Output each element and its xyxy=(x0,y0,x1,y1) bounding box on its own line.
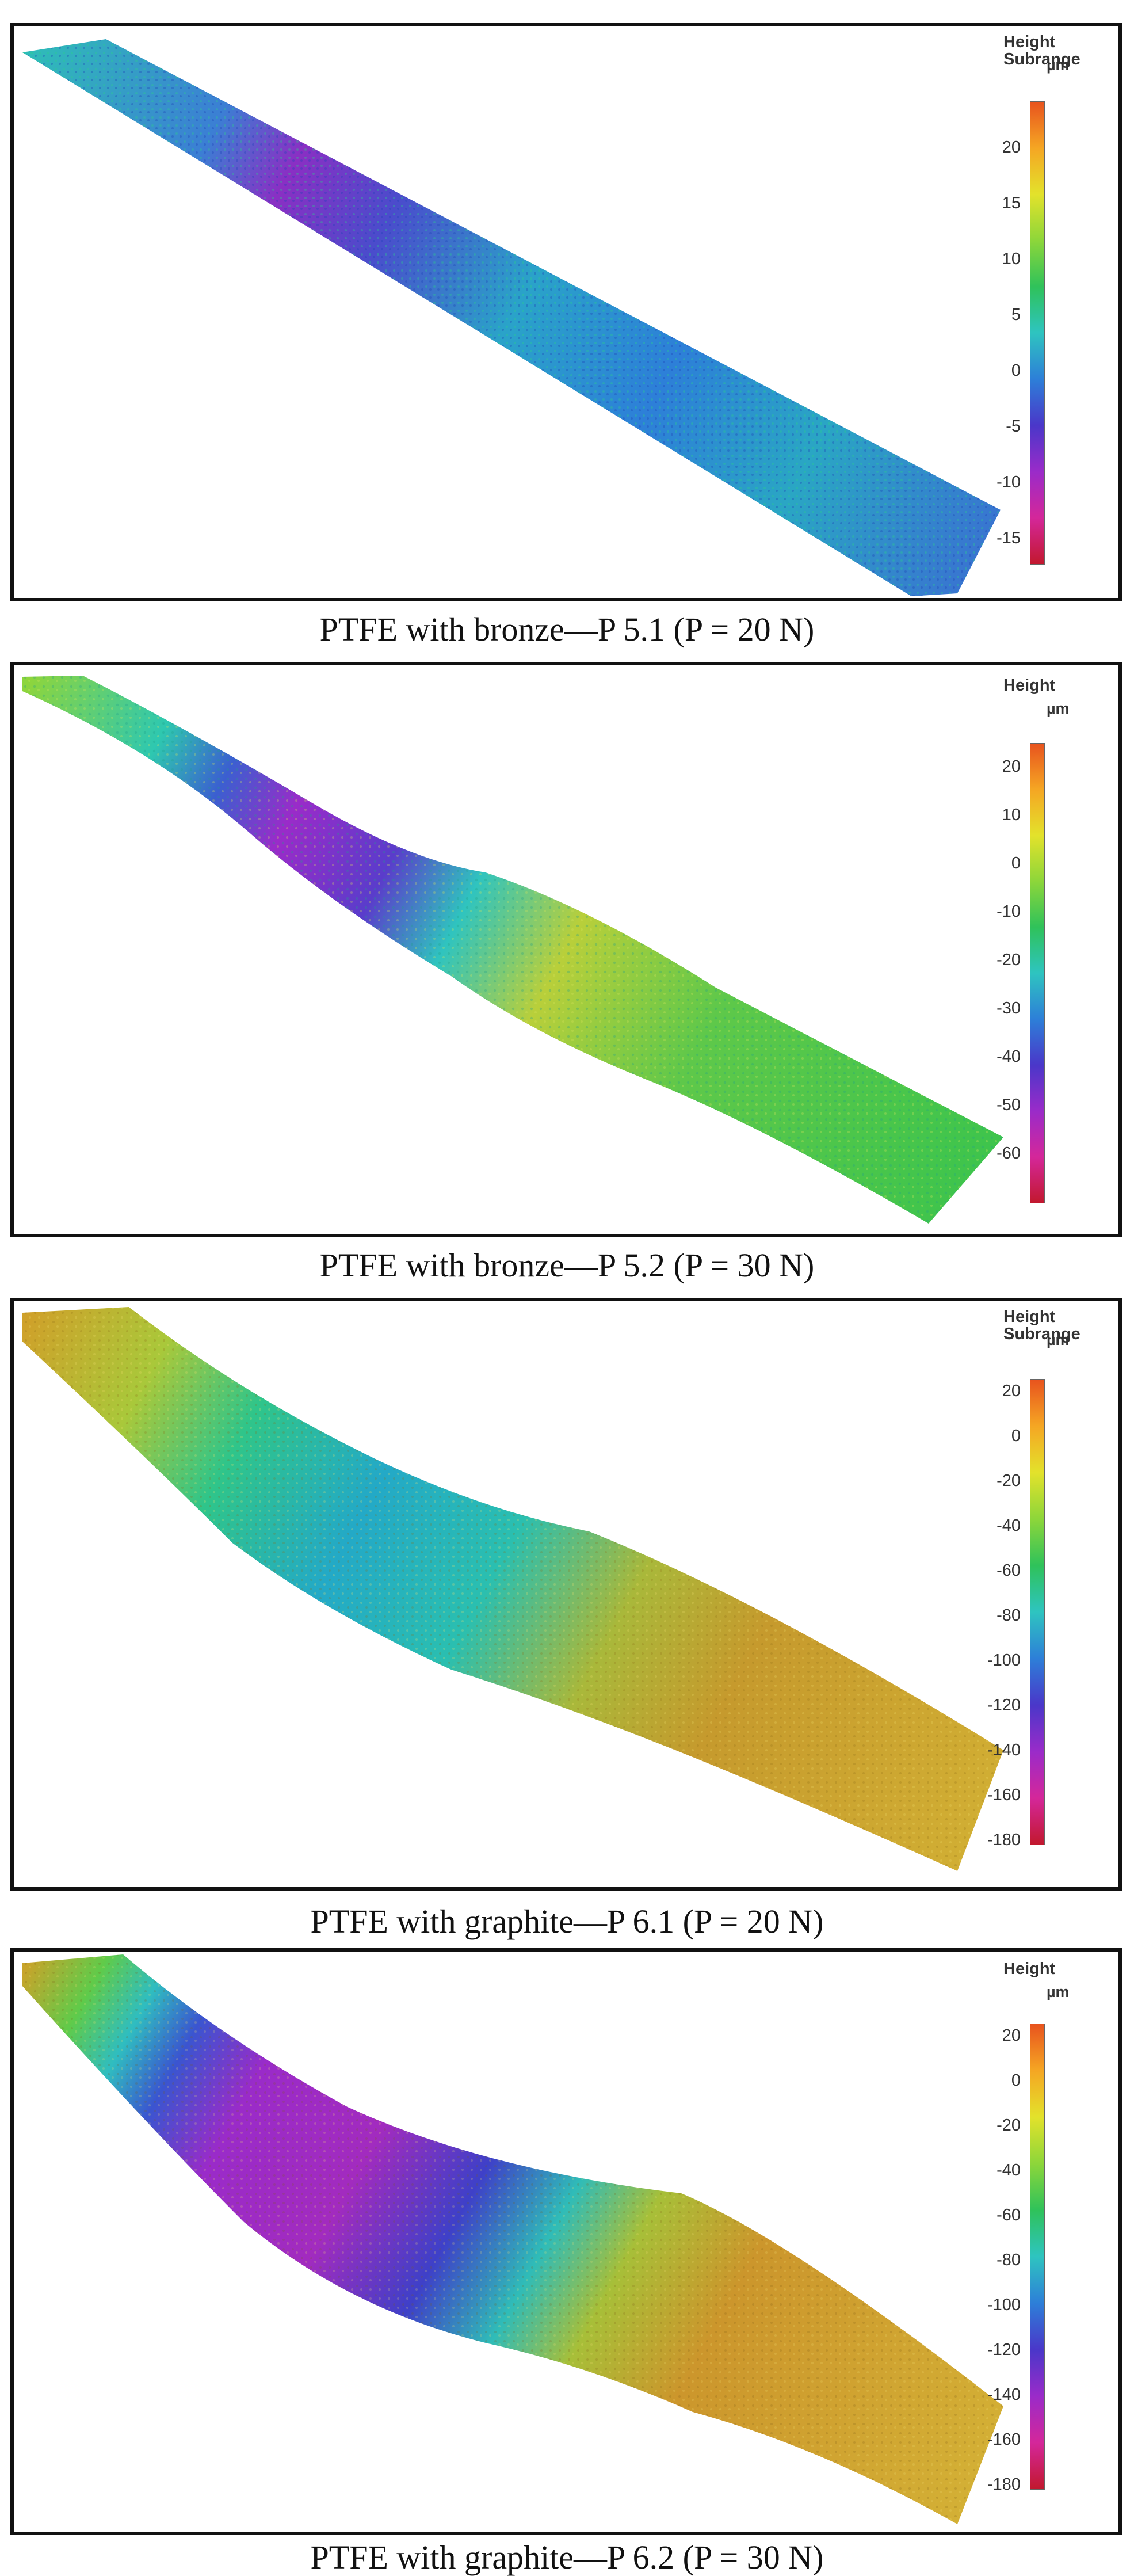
legend-title: Height xyxy=(1003,1960,1056,1978)
colorbar-tick-label: -140 xyxy=(987,2386,1021,2404)
surface-scan-panel-4: Height µm 20 0 -20 -40 -60 -80 -100 -120… xyxy=(10,1948,1122,2535)
colorbar-tick-label: -120 xyxy=(987,1696,1021,1714)
panel-caption: PTFE with graphite—P 6.1 (P = 20 N) xyxy=(310,1903,824,1940)
surface-scan-image xyxy=(22,1954,1003,2524)
colorbar xyxy=(1030,1379,1045,1845)
colorbar-tick-label: -10 xyxy=(996,473,1021,491)
colorbar-tick-label: -40 xyxy=(996,2161,1021,2179)
colorbar-tick-label: 20 xyxy=(1002,2026,1021,2045)
colorbar-tick-label: 20 xyxy=(1002,138,1021,157)
colorbar-tick-label: -20 xyxy=(996,2116,1021,2135)
surface-scan-panel-3: Height Subrange µm 20 0 -20 -40 -60 -80 … xyxy=(10,1298,1122,1891)
surface-scan-image xyxy=(22,39,1001,596)
colorbar-tick-label: 20 xyxy=(1002,757,1021,776)
colorbar xyxy=(1030,743,1045,1203)
legend-title: Height xyxy=(1003,676,1056,695)
colorbar-tick-label: -180 xyxy=(987,2475,1021,2494)
colorbar-tick-label: -50 xyxy=(996,1096,1021,1114)
surface-scan-panel-1: Height Subrange µm 20 15 10 5 0 -5 -10 -… xyxy=(10,23,1122,601)
colorbar xyxy=(1030,101,1045,565)
legend-unit: µm xyxy=(1047,56,1070,74)
colorbar-tick-label: -20 xyxy=(996,1472,1021,1490)
colorbar-tick-label: -30 xyxy=(996,999,1021,1018)
colorbar-tick-label: 5 xyxy=(1011,306,1021,324)
colorbar-tick-label: 0 xyxy=(1011,361,1021,380)
colorbar-tick-label: -40 xyxy=(996,1516,1021,1535)
legend-unit: µm xyxy=(1047,1983,1070,2000)
colorbar-tick-label: -80 xyxy=(996,2251,1021,2269)
legend-title: Height Subrange xyxy=(1003,1308,1080,1344)
colorbar-tick-label: -160 xyxy=(987,2430,1021,2449)
colorbar-tick-label: -100 xyxy=(987,1651,1021,1670)
colorbar xyxy=(1030,2024,1045,2490)
surface-scan-image xyxy=(22,1307,1003,1871)
surface-scan-panel-2: Height µm 20 10 0 -10 -20 -30 -40 -50 -6… xyxy=(10,662,1122,1237)
colorbar-tick-label: -60 xyxy=(996,2206,1021,2224)
colorbar-tick-label: -100 xyxy=(987,2296,1021,2314)
colorbar-tick-label: -60 xyxy=(996,1144,1021,1163)
colorbar-tick-label: 0 xyxy=(1011,1427,1021,1445)
colorbar-tick-label: -5 xyxy=(1006,417,1021,436)
legend-unit: µm xyxy=(1047,1331,1070,1348)
panel-caption: PTFE with bronze—P 5.2 (P = 30 N) xyxy=(319,1247,815,1284)
colorbar-tick-label: -60 xyxy=(996,1561,1021,1580)
colorbar-tick-label: -80 xyxy=(996,1606,1021,1625)
surface-scan-image xyxy=(22,676,1003,1224)
colorbar-tick-label: 0 xyxy=(1011,854,1021,872)
colorbar-tick-label: -180 xyxy=(987,1831,1021,1849)
colorbar-tick-label: 10 xyxy=(1002,250,1021,268)
colorbar-tick-label: -15 xyxy=(996,529,1021,547)
legend-unit: µm xyxy=(1047,700,1070,717)
colorbar-tick-label: 10 xyxy=(1002,806,1021,824)
colorbar-tick-label: -120 xyxy=(987,2341,1021,2359)
colorbar-tick-label: 20 xyxy=(1002,1382,1021,1400)
colorbar-tick-label: -160 xyxy=(987,1786,1021,1804)
colorbar-tick-label: 15 xyxy=(1002,194,1021,212)
colorbar-tick-label: -10 xyxy=(996,902,1021,921)
panel-caption: PTFE with graphite—P 6.2 (P = 30 N) xyxy=(310,2539,824,2576)
colorbar-tick-label: -140 xyxy=(987,1741,1021,1759)
colorbar-tick-label: -40 xyxy=(996,1047,1021,1066)
colorbar-tick-label: -20 xyxy=(996,951,1021,969)
panel-caption: PTFE with bronze—P 5.1 (P = 20 N) xyxy=(319,611,815,648)
colorbar-tick-label: 0 xyxy=(1011,2071,1021,2090)
legend-title: Height Subrange xyxy=(1003,33,1080,69)
